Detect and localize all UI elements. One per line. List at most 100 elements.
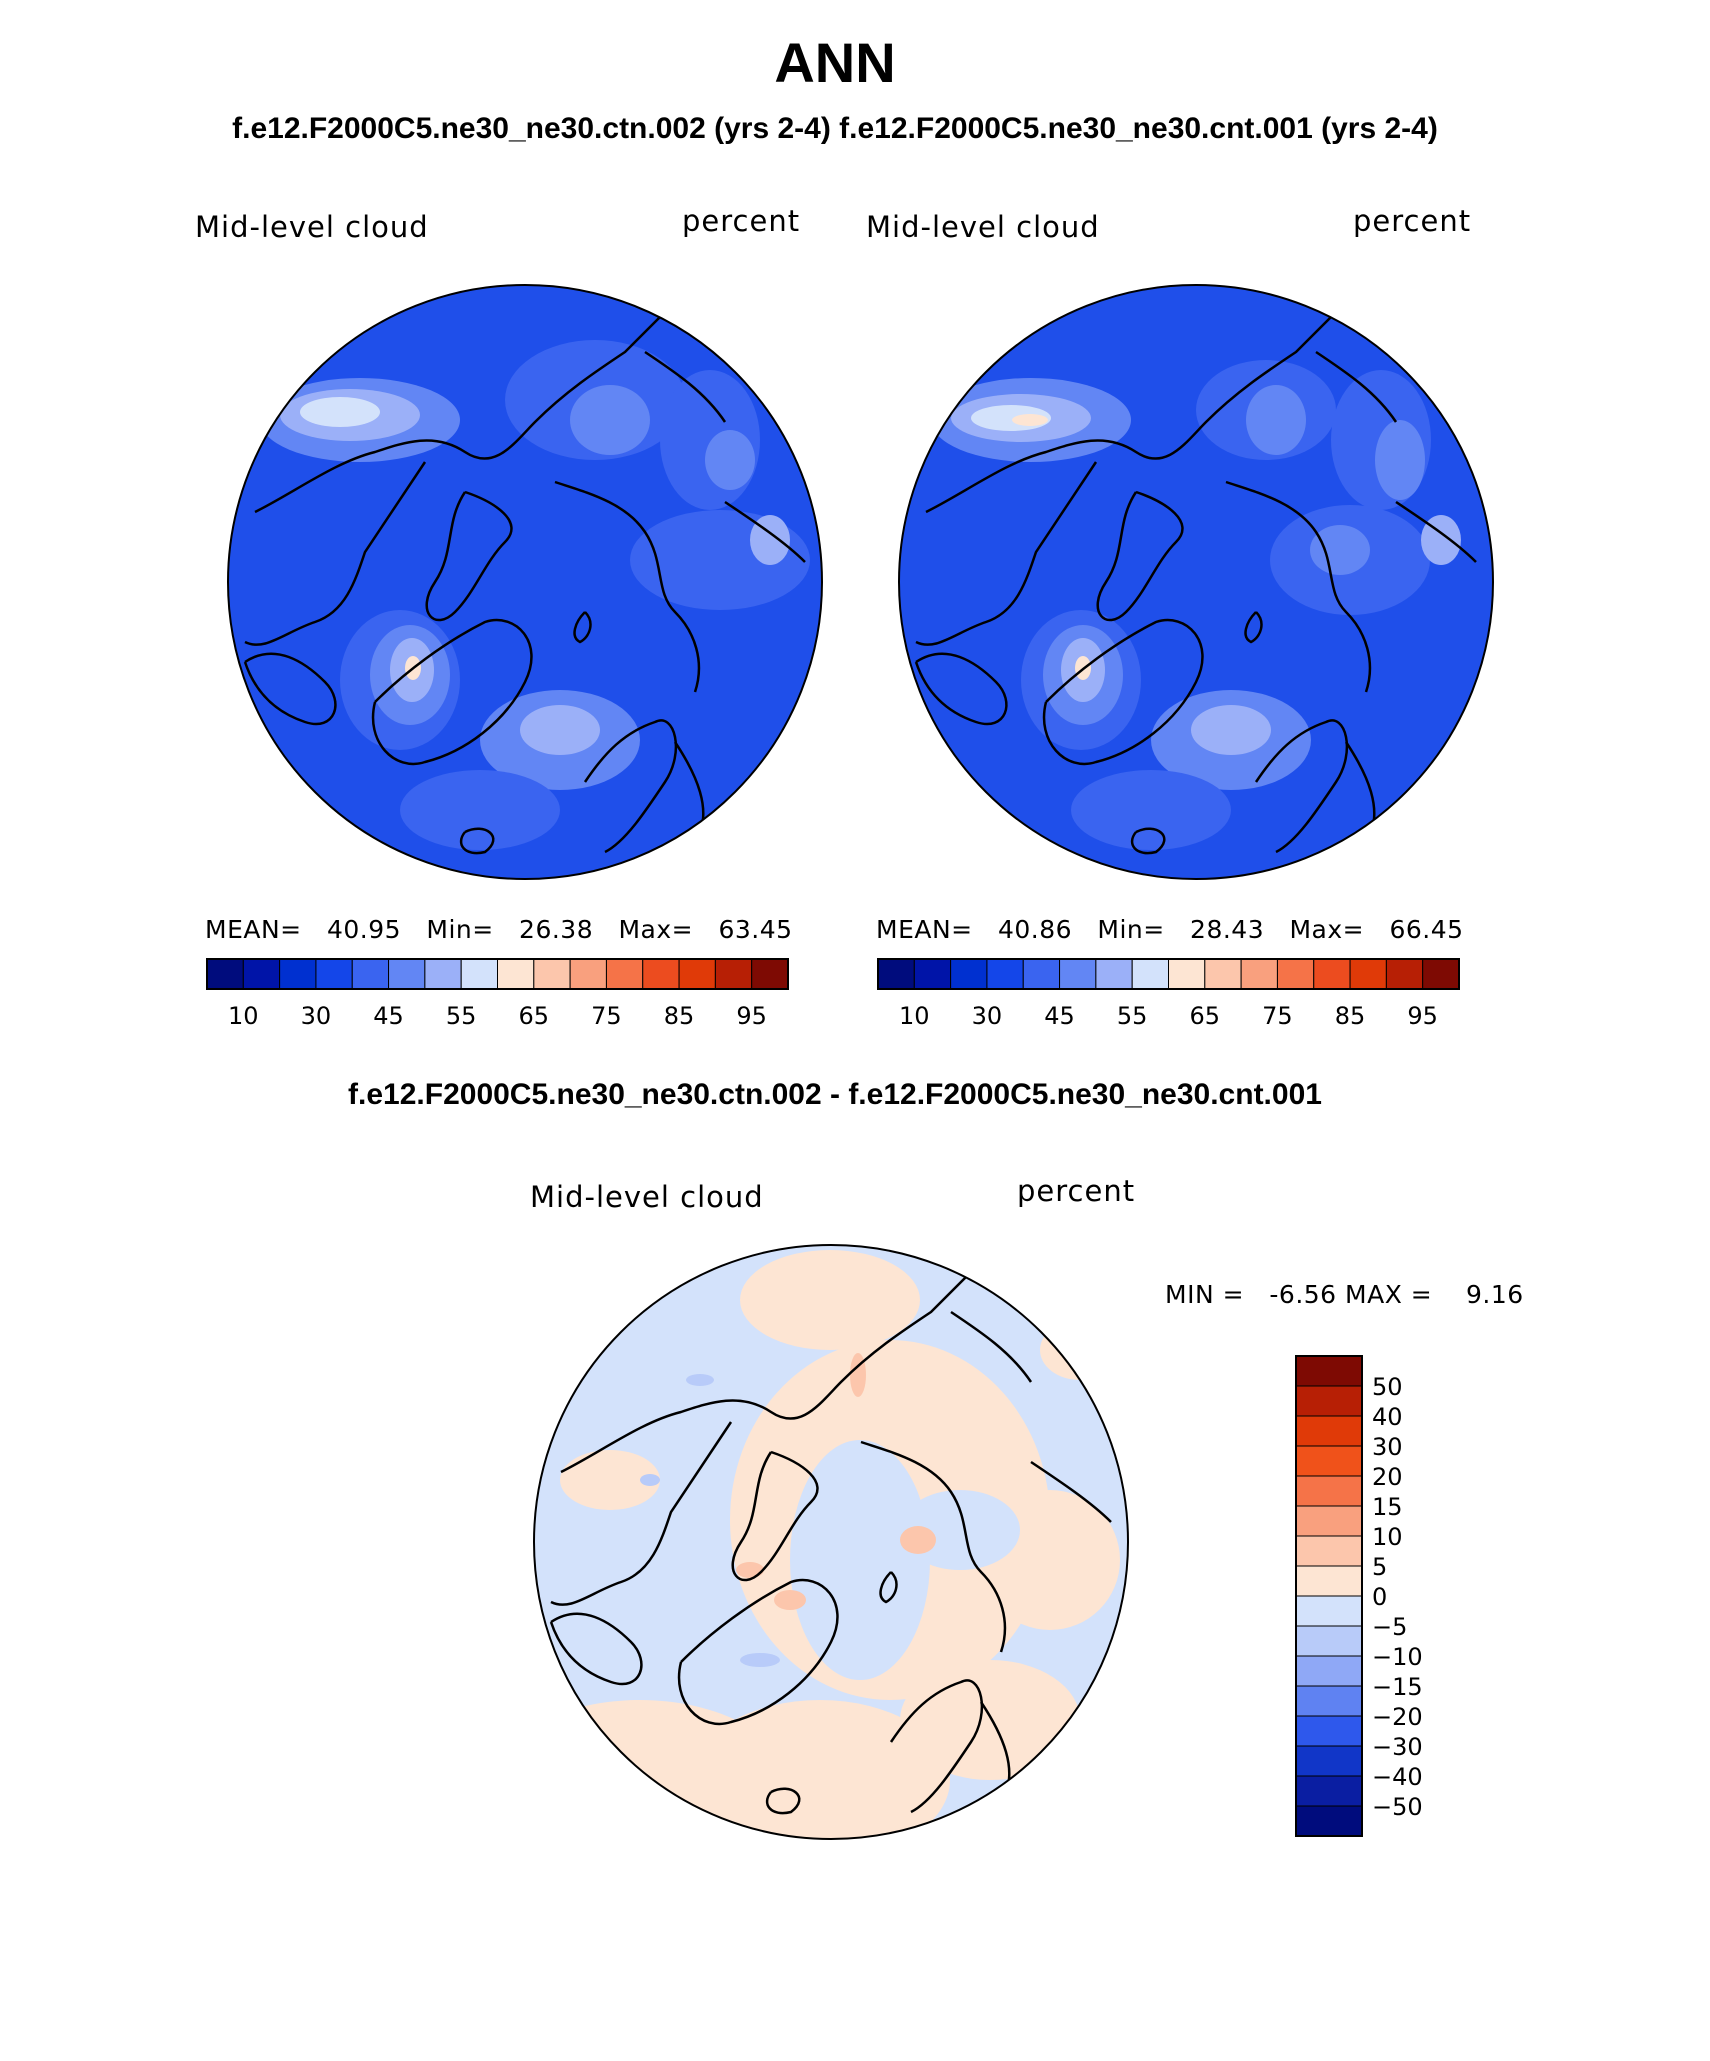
panel1-colorbar-tick-label: 45 [373,1002,404,1030]
panel2-field-blobs [931,360,1461,850]
panel3-stats: MIN = -6.56 MAX = 9.16 [1165,1280,1524,1309]
panel3-colorbar-tick-label: 50 [1372,1373,1403,1401]
panel2-colorbar-cell [986,958,1024,990]
panel3-colorbar-cell [1295,1745,1363,1777]
panel2-colorbar-tick-label: 75 [1262,1002,1293,1030]
panel2-colorbar-tick-label: 45 [1044,1002,1075,1030]
panel3-colorbar-tick-label: −15 [1372,1673,1423,1701]
panel1-max-value: 63.45 [718,915,793,944]
panel3-colorbar-tick-label: 40 [1372,1403,1403,1431]
panel3-colorbar-tick-label: −40 [1372,1763,1423,1791]
panel3-colorbar-tick-label: −20 [1372,1703,1423,1731]
panel3-colorbar-cell [1295,1655,1363,1687]
panel3-colorbar-tick-label: −10 [1372,1643,1423,1671]
panel2-colorbar-tick-label: 65 [1190,1002,1221,1030]
panel1-colorbar-cell [388,958,426,990]
panel3-colorbar-cell [1295,1355,1363,1387]
panel1-colorbar-cell [351,958,390,990]
panel1-colorbar-cell [497,958,535,990]
panel3-colorbar-cell [1295,1805,1363,1837]
panel1-colorbar-tick-label: 10 [228,1002,259,1030]
panel3-colorbar-cell [1295,1535,1363,1567]
panel2-stats: MEAN= 40.86 Min= 28.43 Max= 66.45 [876,915,1464,944]
panel3-max-label: MAX = [1345,1280,1433,1309]
panel3-colorbar-cell [1295,1715,1363,1747]
cases-subtitle: f.e12.F2000C5.ne30_ne30.ctn.002 (yrs 2-4… [232,112,1438,145]
panel3-colorbar-cell [1295,1565,1363,1597]
panel1-colorbar-tick-label: 65 [519,1002,550,1030]
panel2-colorbar-tick-label: 10 [899,1002,930,1030]
panel1-colorbar-cell [206,958,244,990]
panel3-colorbar-tick-label: −30 [1372,1733,1423,1761]
panel1-map-border [227,284,823,880]
panel1-colorbar-tick-label: 30 [301,1002,332,1030]
panel2-colorbar-cell [877,958,915,990]
panel1-units-label: percent [682,204,801,238]
panel3-colorbar-cell [1295,1445,1363,1477]
panel2-colorbar-cell [1313,958,1351,990]
panel2-colorbar-cell [1022,958,1061,990]
panel2-max-value: 66.45 [1389,915,1464,944]
panel2-colorbar-cell [1168,958,1206,990]
panel2-variable-label: Mid-level cloud [866,210,1100,244]
panel1-colorbar-cell [642,958,680,990]
panel1-map [227,284,823,880]
panel1-colorbar-frame [206,958,789,990]
panel3-colorbar-cell [1295,1475,1363,1507]
panel3-colorbar-cell [1295,1685,1363,1717]
panel3-colorbar-tick-label: −50 [1372,1793,1423,1821]
panel3-colorbar-cell [1295,1385,1363,1417]
page-title: ANN [774,31,896,94]
panel3-colorbar-tick-label: 0 [1372,1583,1387,1611]
panel2-colorbar-cell [1349,958,1387,990]
panel3-variable-label: Mid-level cloud [530,1180,764,1214]
panel1-min-value: 26.38 [519,915,594,944]
panel1-colorbar-cell [424,958,462,990]
panel1-colorbar-cell [714,958,753,990]
panel3-max-value: 9.16 [1466,1280,1524,1309]
panel1-mean-value: 40.95 [326,915,402,944]
panel1-colorbar-tick-label: 75 [591,1002,622,1030]
panel2-map [898,284,1494,880]
panel1-mean-label: MEAN= [205,915,302,944]
panel2-colorbar-cell [950,958,988,990]
panel2-colorbar-tick-label: 30 [972,1002,1003,1030]
panel2-map-border [898,284,1494,880]
panel1-colorbar: 10 30 45 55 65 75 85 95 [206,958,789,1030]
panel3-map-border [533,1244,1129,1840]
panel2-colorbar: 10 30 45 55 65 75 85 95 [877,958,1460,1030]
panel2-colorbar-tick-label: 55 [1117,1002,1148,1030]
panel2-colorbar-cell [1204,958,1242,990]
panel2-colorbar-tick-label: 95 [1407,1002,1438,1030]
panel3-map [533,1244,1129,1840]
panel2-colorbar-frame [877,958,1460,990]
panel1-colorbar-cell [569,958,607,990]
panel3-colorbar-tick-label: 30 [1372,1433,1403,1461]
panel1-colorbar-cell [315,958,353,990]
panel1-colorbar-cell [533,958,571,990]
panel2-colorbar-cell [1385,958,1424,990]
panel1-colorbar-cell [751,958,789,990]
panel3-colorbar-frame [1295,1355,1363,1837]
panel1-colorbar-cell [279,958,317,990]
panel3-colorbar-tick-label: 5 [1372,1553,1387,1581]
panel1-max-label: Max= [618,915,694,944]
panel3-colorbar-cell [1295,1505,1363,1537]
panel2-colorbar-cell [1131,958,1169,990]
panel1-colorbar-cell [678,958,716,990]
panel2-colorbar-cell [1422,958,1460,990]
panel1-colorbar-tick-label: 55 [446,1002,477,1030]
panel3-colorbar-tick-label: 15 [1372,1493,1403,1521]
panel3-colorbar-cell [1295,1775,1363,1807]
panel2-max-label: Max= [1289,915,1365,944]
panel3-min-label: MIN = [1165,1280,1245,1309]
panel3-units-label: percent [1017,1174,1136,1208]
panel2-min-value: 28.43 [1190,915,1265,944]
panel1-colorbar-cell [605,958,644,990]
panel1-min-label: Min= [426,915,494,944]
panel1-stats: MEAN= 40.95 Min= 26.38 Max= 63.45 [205,915,793,944]
panel2-colorbar-cell [1059,958,1097,990]
panel1-colorbar-tick-label: 95 [736,1002,767,1030]
